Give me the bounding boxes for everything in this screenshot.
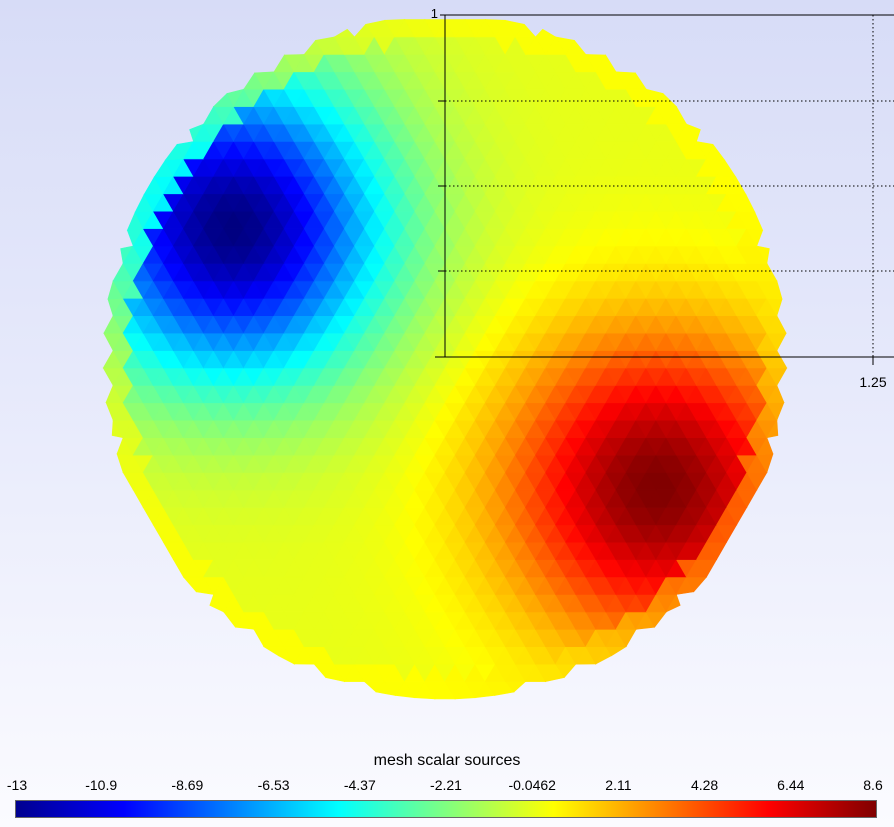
mesh-triangle bbox=[514, 23, 537, 38]
mesh-triangle bbox=[766, 349, 788, 369]
x-tick-label: 1.25 bbox=[859, 374, 886, 390]
colorbar-tick-label: -6.53 bbox=[257, 777, 290, 793]
mesh-triangle bbox=[534, 28, 557, 38]
mesh-triangle bbox=[756, 262, 778, 282]
colorbar-tick-label: -4.37 bbox=[343, 777, 376, 793]
mesh-triangle bbox=[706, 143, 726, 161]
mesh-triangle bbox=[766, 384, 785, 404]
mesh-triangle bbox=[665, 105, 687, 125]
mesh-triangle bbox=[756, 437, 774, 456]
y-tick-label: 1 bbox=[431, 6, 438, 21]
mesh-triangle bbox=[685, 123, 701, 143]
colorbar-title: mesh scalar sources bbox=[373, 752, 521, 769]
colorbar-tick-label: -2.21 bbox=[430, 777, 462, 793]
colorbar bbox=[15, 800, 877, 818]
mesh-triangle bbox=[595, 54, 617, 73]
mesh-triangle bbox=[625, 72, 647, 90]
axis-frame bbox=[435, 14, 894, 365]
mesh-triangle bbox=[565, 39, 587, 55]
colorbar-tick-labels: -13 -10.9 -8.69 -6.53 -4.37 -2.21 -0.0462 2.11 4… bbox=[7, 777, 883, 795]
mesh-triangle bbox=[736, 193, 756, 213]
colorbar-tick-label: -0.0462 bbox=[508, 777, 556, 793]
mesh-triangle bbox=[766, 280, 783, 300]
colorbar-tick-label: -13 bbox=[6, 777, 28, 793]
mesh-triangles bbox=[102, 18, 788, 700]
mesh-triangle bbox=[766, 419, 779, 439]
colorbar-tick-label: -8.69 bbox=[171, 777, 204, 793]
colorbar-tick-label: 2.11 bbox=[605, 777, 632, 793]
mesh-triangle bbox=[746, 211, 764, 231]
mesh-triangle bbox=[655, 92, 678, 107]
colorbar-tick-label: 6.44 bbox=[777, 777, 805, 793]
mesh-triangle bbox=[726, 176, 747, 195]
mesh-triangle bbox=[333, 28, 356, 38]
mesh-triangle bbox=[756, 245, 770, 265]
colorbar-tick-label: -10.9 bbox=[85, 777, 118, 793]
mesh-triangle bbox=[665, 593, 681, 613]
mesh-triangle bbox=[766, 315, 787, 334]
colorbar-tick-label: 8.6 bbox=[863, 777, 883, 793]
scalar-field-plot: 11.25 bbox=[102, 6, 894, 700]
colorbar-tick-label: 4.28 bbox=[690, 777, 719, 793]
mesh-triangle bbox=[716, 159, 737, 178]
